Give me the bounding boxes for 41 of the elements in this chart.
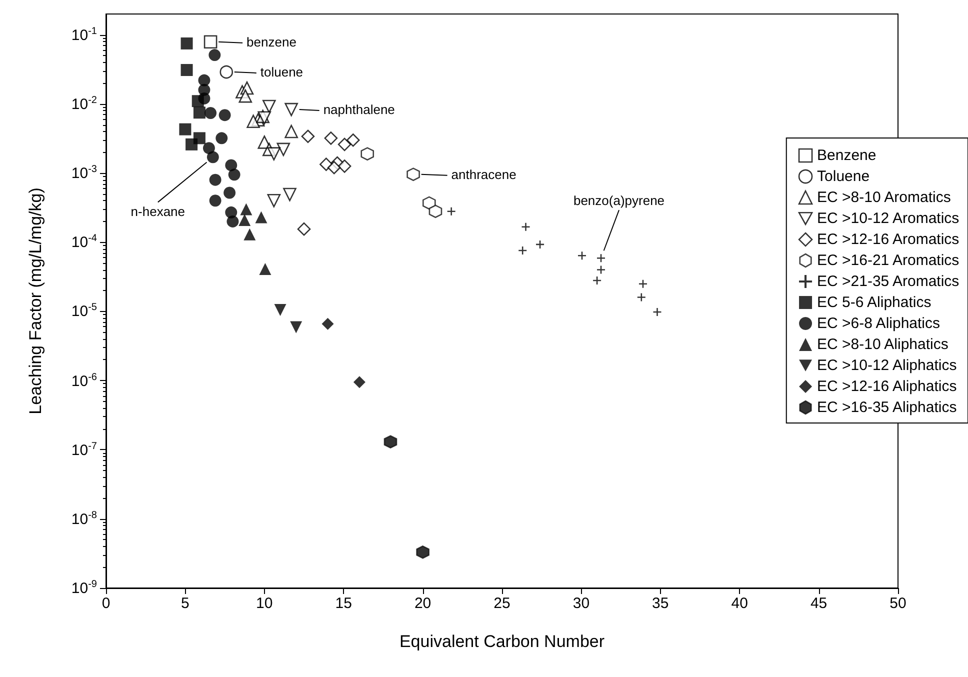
legend-label: EC >8-10 Aromatics: [817, 189, 951, 206]
y-axis-title: Leaching Factor (mg/L/mg/kg): [26, 188, 45, 414]
x-tick-label: 0: [102, 595, 110, 612]
annotation: n-hexane: [130, 204, 186, 220]
legend-label: EC >10-12 Aromatics: [817, 210, 960, 227]
x-tick-label: 35: [652, 595, 669, 612]
x-tick-label: 25: [494, 595, 510, 612]
legend-label: EC >12-16 Aromatics: [817, 231, 960, 248]
y-tick-label: 10$^{-4}$: [71, 233, 97, 252]
annotation: benzene: [246, 34, 296, 50]
x-tick-label: 45: [810, 595, 828, 612]
y-tick-label: 10$^{-1}$: [71, 26, 97, 45]
annotation: benzo(a)pyrene: [573, 193, 665, 208]
annotation: anthracene: [451, 166, 516, 182]
x-tick-label: 5: [181, 595, 190, 612]
legend-label: EC >16-35 Aliphatics: [817, 399, 957, 416]
y-tick-label: 10$^{-7}$: [71, 440, 97, 460]
x-tick-label: 50: [890, 595, 906, 612]
annotation: toluene: [260, 64, 304, 80]
legend-label: EC 5-6 Aliphatics: [817, 294, 932, 311]
x-tick-label: 30: [572, 595, 590, 612]
x-tick-label: 40: [731, 595, 748, 612]
y-tick-label: 10$^{-9}$: [71, 579, 97, 598]
legend-label: EC >10-12 Aliphatics: [817, 357, 957, 374]
legend-label: EC >21-35 Aromatics: [817, 273, 960, 290]
x-axis-title: Equivalent Carbon Number: [399, 632, 605, 651]
legend-label: Benzene: [817, 147, 876, 164]
y-tick-label: 10$^{-5}$: [71, 302, 97, 322]
legend-label: EC >8-10 Aliphatics: [817, 336, 948, 353]
annotation: naphthalene: [323, 102, 395, 118]
y-tick-label: 10$^{-3}$: [71, 164, 97, 184]
legend-label: EC >16-21 Aromatics: [817, 252, 960, 269]
legend-label: Toluene: [817, 168, 870, 185]
y-tick-label: 10$^{-6}$: [71, 372, 97, 391]
legend-label: EC >6-8 Aliphatics: [817, 315, 940, 332]
x-tick-label: 20: [414, 595, 432, 612]
x-tick-label: 10: [256, 595, 273, 612]
y-tick-label: 10$^{-8}$: [71, 510, 97, 529]
x-tick-label: 15: [335, 595, 352, 612]
legend-label: EC >12-16 Aliphatics: [817, 378, 957, 395]
y-tick-label: 10$^{-2}$: [71, 94, 97, 114]
